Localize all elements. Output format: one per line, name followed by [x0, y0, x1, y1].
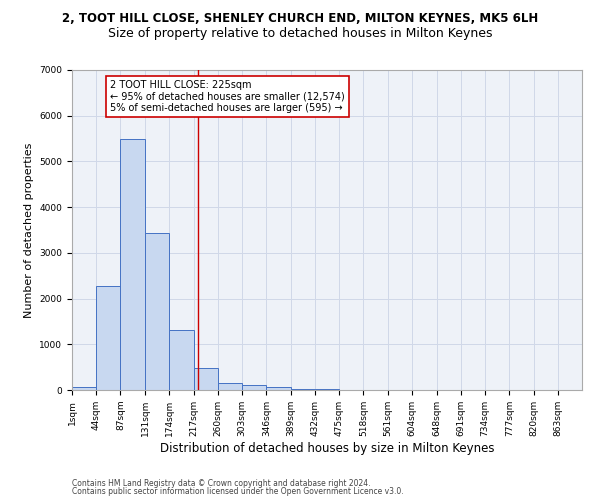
Text: Contains HM Land Registry data © Crown copyright and database right 2024.: Contains HM Land Registry data © Crown c… — [72, 478, 371, 488]
Text: 2, TOOT HILL CLOSE, SHENLEY CHURCH END, MILTON KEYNES, MK5 6LH: 2, TOOT HILL CLOSE, SHENLEY CHURCH END, … — [62, 12, 538, 26]
Bar — [169, 330, 194, 390]
Bar — [290, 388, 315, 390]
Y-axis label: Number of detached properties: Number of detached properties — [24, 142, 34, 318]
Text: Contains public sector information licensed under the Open Government Licence v3: Contains public sector information licen… — [72, 487, 404, 496]
Bar — [96, 286, 121, 390]
Bar — [266, 388, 290, 390]
Text: 2 TOOT HILL CLOSE: 225sqm
← 95% of detached houses are smaller (12,574)
5% of se: 2 TOOT HILL CLOSE: 225sqm ← 95% of detac… — [110, 80, 345, 113]
Bar — [145, 232, 169, 390]
Bar — [194, 368, 218, 390]
Bar — [72, 386, 96, 390]
Text: Size of property relative to detached houses in Milton Keynes: Size of property relative to detached ho… — [108, 28, 492, 40]
Bar — [242, 386, 266, 390]
Bar — [121, 140, 145, 390]
Bar — [218, 382, 242, 390]
X-axis label: Distribution of detached houses by size in Milton Keynes: Distribution of detached houses by size … — [160, 442, 494, 454]
